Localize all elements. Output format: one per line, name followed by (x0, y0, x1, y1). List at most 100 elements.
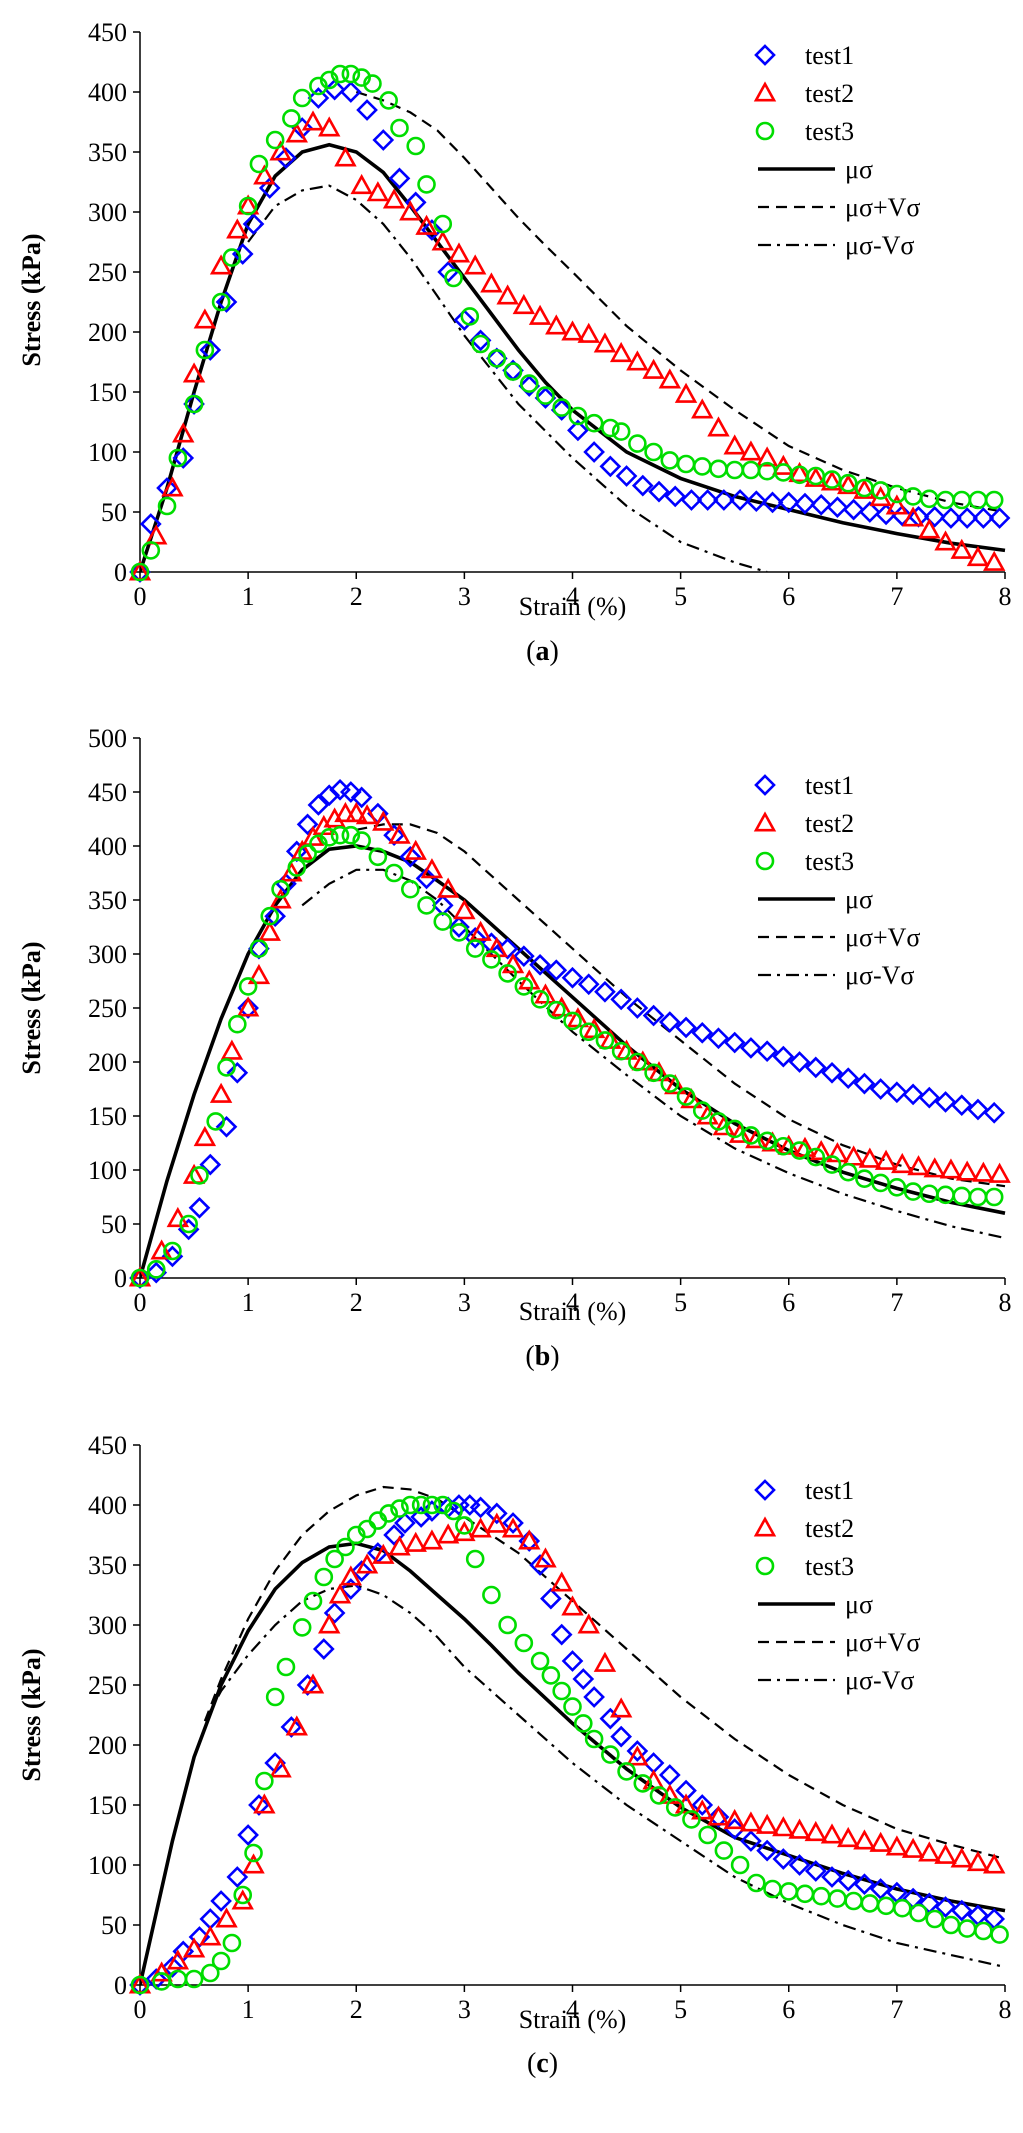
data-point-test2 (755, 1813, 779, 1834)
data-point-test1 (577, 973, 600, 996)
data-point-test2 (350, 173, 373, 195)
data-point-test1 (777, 491, 800, 514)
data-point-test1 (626, 1740, 649, 1762)
data-point-test2 (982, 1853, 1006, 1874)
legend-label: μσ-Vσ (845, 1666, 914, 1695)
data-point-test2 (182, 362, 206, 383)
data-point-test1 (788, 1051, 811, 1073)
data-point-test3 (401, 879, 420, 899)
data-point-test1 (550, 1623, 573, 1646)
data-point-test2 (745, 1128, 768, 1149)
y-tick-label: 350 (88, 138, 127, 167)
data-point-test1 (988, 507, 1011, 529)
data-point-test2 (501, 1517, 525, 1538)
data-point-test2 (820, 1823, 844, 1844)
data-point-test3 (482, 1585, 501, 1605)
data-point-test3 (595, 1031, 615, 1050)
x-tick-label: 6 (782, 582, 795, 611)
data-point-test1 (756, 1839, 778, 1862)
data-point-test2 (853, 478, 876, 499)
data-point-test2 (918, 1841, 941, 1862)
data-point-test3 (644, 1063, 663, 1083)
data-point-test1 (642, 1752, 665, 1774)
data-point-test2 (534, 983, 557, 1004)
data-point-test1 (485, 1502, 508, 1525)
data-point-test2 (242, 1853, 265, 1874)
data-point-test1 (853, 1873, 876, 1896)
data-point-test3 (184, 1969, 204, 1989)
data-point-test2 (301, 1673, 325, 1694)
legend-label: μσ (845, 155, 873, 184)
data-point-test2 (220, 1039, 244, 1060)
data-point-test1 (161, 1245, 184, 1268)
data-point-test1 (323, 78, 346, 101)
x-tick-label: 5 (674, 582, 687, 611)
legend-label: μσ-Vσ (845, 961, 914, 990)
data-point-test1 (296, 813, 319, 836)
data-point-test2 (447, 242, 471, 263)
data-point-test3 (968, 1187, 988, 1207)
data-point-test3 (676, 1087, 696, 1106)
data-point-test3 (757, 1131, 777, 1151)
x-tick-label: 5 (674, 1995, 687, 2024)
data-point-test1 (421, 219, 443, 241)
series-test1 (129, 78, 1011, 583)
data-point-test2 (420, 1529, 444, 1550)
data-point-test1 (610, 988, 632, 1011)
data-point-test1 (372, 129, 395, 151)
y-tick-label: 200 (88, 318, 127, 347)
legend-label: μσ+Vσ (845, 923, 920, 952)
data-point-test3 (211, 292, 231, 312)
x-tick-label: 8 (999, 582, 1012, 611)
data-point-test3 (941, 1915, 961, 1935)
caption-letter: b (535, 1341, 551, 1372)
data-point-test1 (745, 490, 768, 513)
data-point-test2 (258, 920, 281, 941)
data-point-test1 (188, 1196, 211, 1219)
y-tick-label: 250 (88, 258, 127, 287)
data-point-test2 (528, 304, 552, 325)
x-tick-label: 1 (242, 582, 255, 611)
data-point-test1 (199, 1153, 222, 1176)
data-point-test3 (649, 1786, 669, 1805)
x-tick-label: 4 (566, 1288, 579, 1317)
data-point-test2 (674, 382, 698, 403)
data-point-test1 (972, 507, 995, 529)
caption-open: ( (525, 1341, 534, 1372)
data-point-test3 (363, 74, 382, 93)
data-point-test3 (828, 1889, 847, 1908)
data-point-test1 (529, 953, 551, 976)
panel-caption: (c) (527, 2048, 558, 2079)
data-point-test1 (550, 399, 573, 421)
legend-label: μσ+Vσ (845, 193, 920, 222)
x-tick-label: 6 (782, 1995, 795, 2024)
data-point-test2 (918, 518, 941, 539)
x-axis-label: Strain (%) (519, 2005, 627, 2034)
y-tick-label: 100 (88, 1851, 127, 1880)
data-point-test2 (501, 953, 525, 974)
data-point-test3 (725, 460, 744, 480)
data-point-test2 (496, 284, 519, 305)
data-point-test1 (626, 997, 649, 1019)
data-point-test1 (453, 309, 476, 331)
data-point-test2 (874, 1149, 898, 1170)
caption-close: ) (549, 2048, 558, 2079)
data-point-test1 (691, 1794, 714, 1816)
legend: test1 test2 test3 μσ μσ+Vσ μσ-Vσ (753, 41, 920, 260)
data-point-test2 (431, 230, 454, 251)
legend-marker-test1 (754, 1479, 776, 1501)
data-point-test3 (433, 1495, 453, 1515)
data-point-test2 (561, 1595, 584, 1616)
data-point-test3 (465, 939, 485, 958)
data-point-test3 (217, 1058, 236, 1077)
y-tick-label: 250 (88, 1671, 127, 1700)
data-point-test1 (680, 489, 703, 511)
data-point-test2 (809, 1139, 833, 1161)
data-point-test3 (579, 1022, 599, 1042)
data-point-test3 (838, 473, 858, 493)
data-point-test1 (804, 1056, 827, 1079)
data-point-test3 (844, 1891, 863, 1911)
data-point-test2 (966, 1850, 990, 1872)
data-point-test1 (312, 1638, 335, 1660)
data-point-test2 (891, 1152, 914, 1174)
